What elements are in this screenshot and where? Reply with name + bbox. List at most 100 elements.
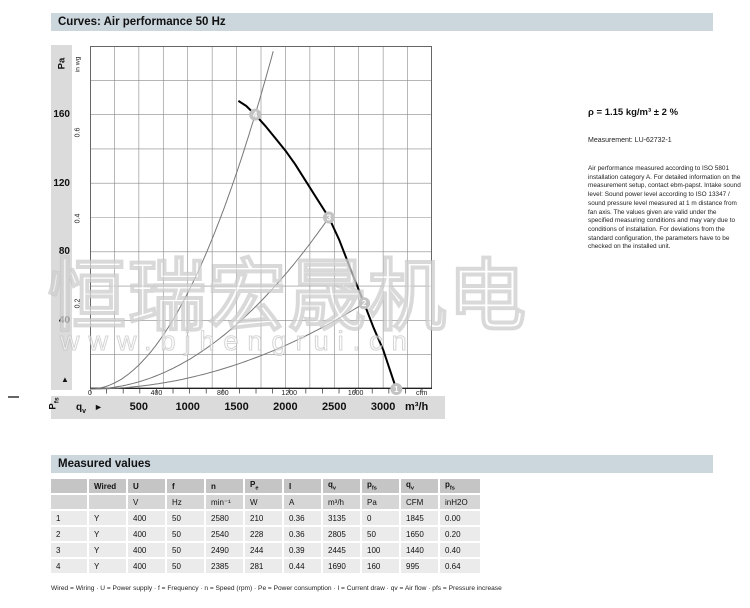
page-title: Curves: Air performance 50 Hz bbox=[51, 13, 713, 31]
value-cell: 0.20 bbox=[440, 527, 480, 541]
column-header: n bbox=[206, 479, 243, 493]
unit-cell: W bbox=[245, 495, 282, 509]
x-tick-m3h-1500: 1500 bbox=[224, 401, 249, 413]
value-cell: 50 bbox=[167, 527, 204, 541]
x-axis-unit-m3h: m³/h bbox=[405, 401, 429, 413]
y-tick-inwg-0.2: 0.2 bbox=[74, 298, 82, 309]
column-header bbox=[51, 479, 87, 493]
table-row: 4 Y 400 50 2385 281 0.44 1690 160 995 0.64 bbox=[51, 559, 480, 573]
column-header: I bbox=[284, 479, 321, 493]
operating-point-number-1: 1 bbox=[394, 385, 399, 394]
value-cell: 2 bbox=[51, 527, 87, 541]
table-legend-footnote: Wired = Wiring · U = Power supply · f = … bbox=[51, 585, 502, 592]
value-cell: 50 bbox=[362, 527, 399, 541]
column-header: Wired bbox=[89, 479, 126, 493]
value-cell: 50 bbox=[167, 559, 204, 573]
value-cell: 995 bbox=[401, 559, 438, 573]
value-cell: 0.64 bbox=[440, 559, 480, 573]
table-row: 1 Y 400 50 2580 210 0.36 3135 0 1845 0.00 bbox=[51, 511, 480, 525]
value-cell: 50 bbox=[167, 511, 204, 525]
y-tick-pa-120: 120 bbox=[53, 177, 70, 189]
column-header: U bbox=[128, 479, 165, 493]
unit-cell: min⁻¹ bbox=[206, 495, 243, 509]
value-cell: Y bbox=[89, 559, 126, 573]
x-tick-m3h-1000: 1000 bbox=[175, 401, 200, 413]
column-header: f bbox=[167, 479, 204, 493]
value-cell: 4 bbox=[51, 559, 87, 573]
y-tick-pa-160: 160 bbox=[53, 109, 70, 121]
value-cell: 1845 bbox=[401, 511, 438, 525]
value-cell: 1690 bbox=[323, 559, 360, 573]
column-header: qv bbox=[323, 479, 360, 493]
unit-cell: V bbox=[128, 495, 165, 509]
operating-point-marker-4 bbox=[249, 108, 262, 121]
table-row: 2 Y 400 50 2540 228 0.36 2805 50 1650 0.20 bbox=[51, 527, 480, 541]
y-axis-unit-pa: Pa bbox=[56, 57, 67, 69]
value-cell: 1 bbox=[51, 511, 87, 525]
x-tick-m3h-3000: 3000 bbox=[370, 401, 396, 413]
system-curve-2 bbox=[90, 303, 364, 390]
value-cell: 0.36 bbox=[284, 511, 321, 525]
unit-cell: Hz bbox=[167, 495, 204, 509]
fan-curve bbox=[237, 100, 398, 390]
measurement-notes: ρ = 1.15 kg/m³ ± 2 % Measurement: LU-627… bbox=[588, 107, 743, 252]
unit-cell: inH2O bbox=[440, 495, 480, 509]
measurement-id: Measurement: LU-62732-1 bbox=[588, 137, 672, 144]
value-cell: 1440 bbox=[401, 543, 438, 557]
column-header: pfs bbox=[440, 479, 480, 493]
x-tick-m3h-500: 500 bbox=[129, 401, 149, 413]
y-tick-pa-40: 40 bbox=[58, 314, 70, 326]
operating-point-number-2: 2 bbox=[362, 299, 367, 308]
value-cell: 210 bbox=[245, 511, 282, 525]
x-axis-strip bbox=[51, 396, 445, 419]
value-cell: 2805 bbox=[323, 527, 360, 541]
measured-values-title: Measured values bbox=[51, 455, 713, 473]
y-tick-inwg-0.4: 0.4 bbox=[74, 213, 82, 224]
y-axis-arrow-up-icon: ▲ bbox=[61, 375, 69, 384]
value-cell: 0.39 bbox=[284, 543, 321, 557]
x-tick-m3h-2000: 2000 bbox=[273, 401, 298, 413]
value-cell: 2385 bbox=[206, 559, 243, 573]
value-cell: 160 bbox=[362, 559, 399, 573]
value-cell: 0.40 bbox=[440, 543, 480, 557]
column-header: pfs bbox=[362, 479, 399, 493]
unit-cell: A bbox=[284, 495, 321, 509]
system-curve-4 bbox=[90, 51, 274, 390]
value-cell: 50 bbox=[167, 543, 204, 557]
value-cell: 0.44 bbox=[284, 559, 321, 573]
value-cell: 400 bbox=[128, 559, 165, 573]
column-header: qv bbox=[401, 479, 438, 493]
value-cell: 400 bbox=[128, 527, 165, 541]
operating-point-marker-1 bbox=[390, 383, 403, 395]
value-cell: 2540 bbox=[206, 527, 243, 541]
value-cell: Y bbox=[89, 511, 126, 525]
value-cell: 100 bbox=[362, 543, 399, 557]
y-tick-inwg-0.6: 0.6 bbox=[74, 127, 82, 138]
y-axis-strip bbox=[51, 45, 72, 390]
value-cell: 0.36 bbox=[284, 527, 321, 541]
value-cell: 0.00 bbox=[440, 511, 480, 525]
table-row: 3 Y 400 50 2490 244 0.39 2445 100 1440 0.40 bbox=[51, 543, 480, 557]
operating-point-number-3: 3 bbox=[327, 213, 332, 222]
value-cell: 228 bbox=[245, 527, 282, 541]
value-cell: 2445 bbox=[323, 543, 360, 557]
plot-area: 1 2 3 4 bbox=[90, 46, 432, 395]
system-curve-3 bbox=[90, 220, 328, 390]
value-cell: 400 bbox=[128, 543, 165, 557]
value-cell: 3135 bbox=[323, 511, 360, 525]
value-cell: Y bbox=[89, 527, 126, 541]
unit-cell: m³/h bbox=[323, 495, 360, 509]
value-cell: 244 bbox=[245, 543, 282, 557]
unit-cell bbox=[51, 495, 87, 509]
x-axis-arrow-right-icon: ► bbox=[94, 402, 103, 412]
page-margin-mark bbox=[8, 396, 19, 398]
unit-cell bbox=[89, 495, 126, 509]
y-tick-pa-80: 80 bbox=[58, 246, 70, 258]
value-cell: 1650 bbox=[401, 527, 438, 541]
value-cell: Y bbox=[89, 543, 126, 557]
measurement-conditions-paragraph: Air performance measured according to IS… bbox=[588, 165, 741, 251]
